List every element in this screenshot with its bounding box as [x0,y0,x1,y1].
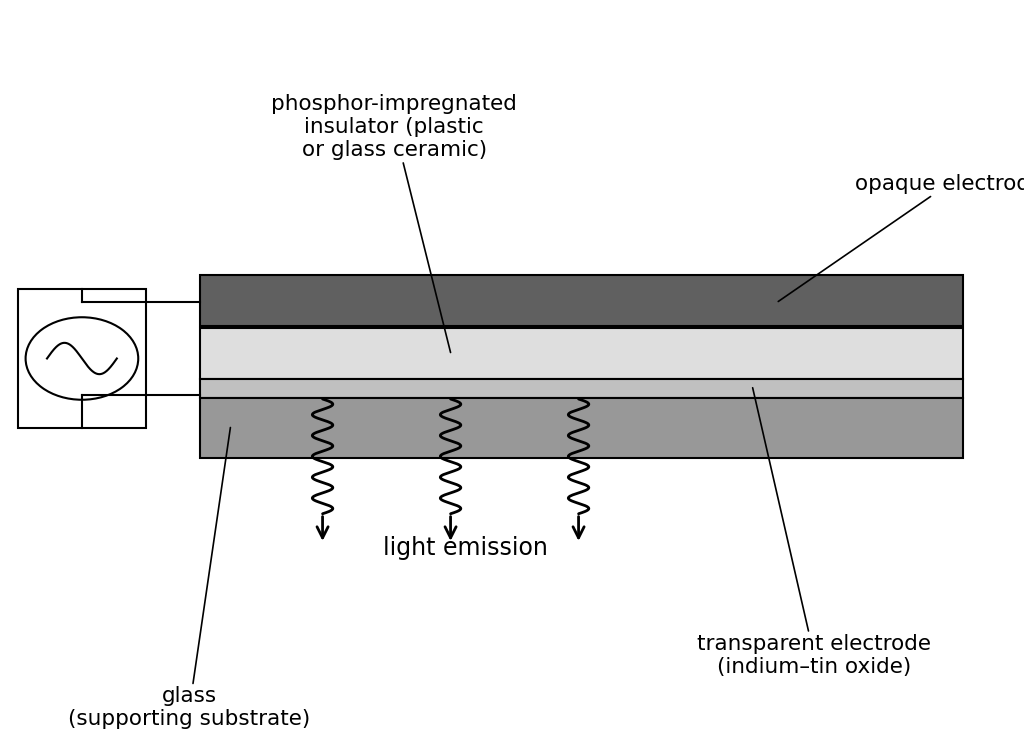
Text: glass
(supporting substrate): glass (supporting substrate) [69,427,310,730]
Bar [200,328,963,379]
Bar [200,398,963,458]
Text: transparent electrode
(indium–tin oxide): transparent electrode (indium–tin oxide) [697,388,931,677]
Bar [18,289,146,427]
Bar [200,379,963,398]
Text: opaque electrode: opaque electrode [778,174,1024,302]
Bar [200,275,963,326]
Text: phosphor-impregnated
insulator (plastic
or glass ceramic): phosphor-impregnated insulator (plastic … [271,94,517,352]
Text: light emission: light emission [383,536,549,560]
